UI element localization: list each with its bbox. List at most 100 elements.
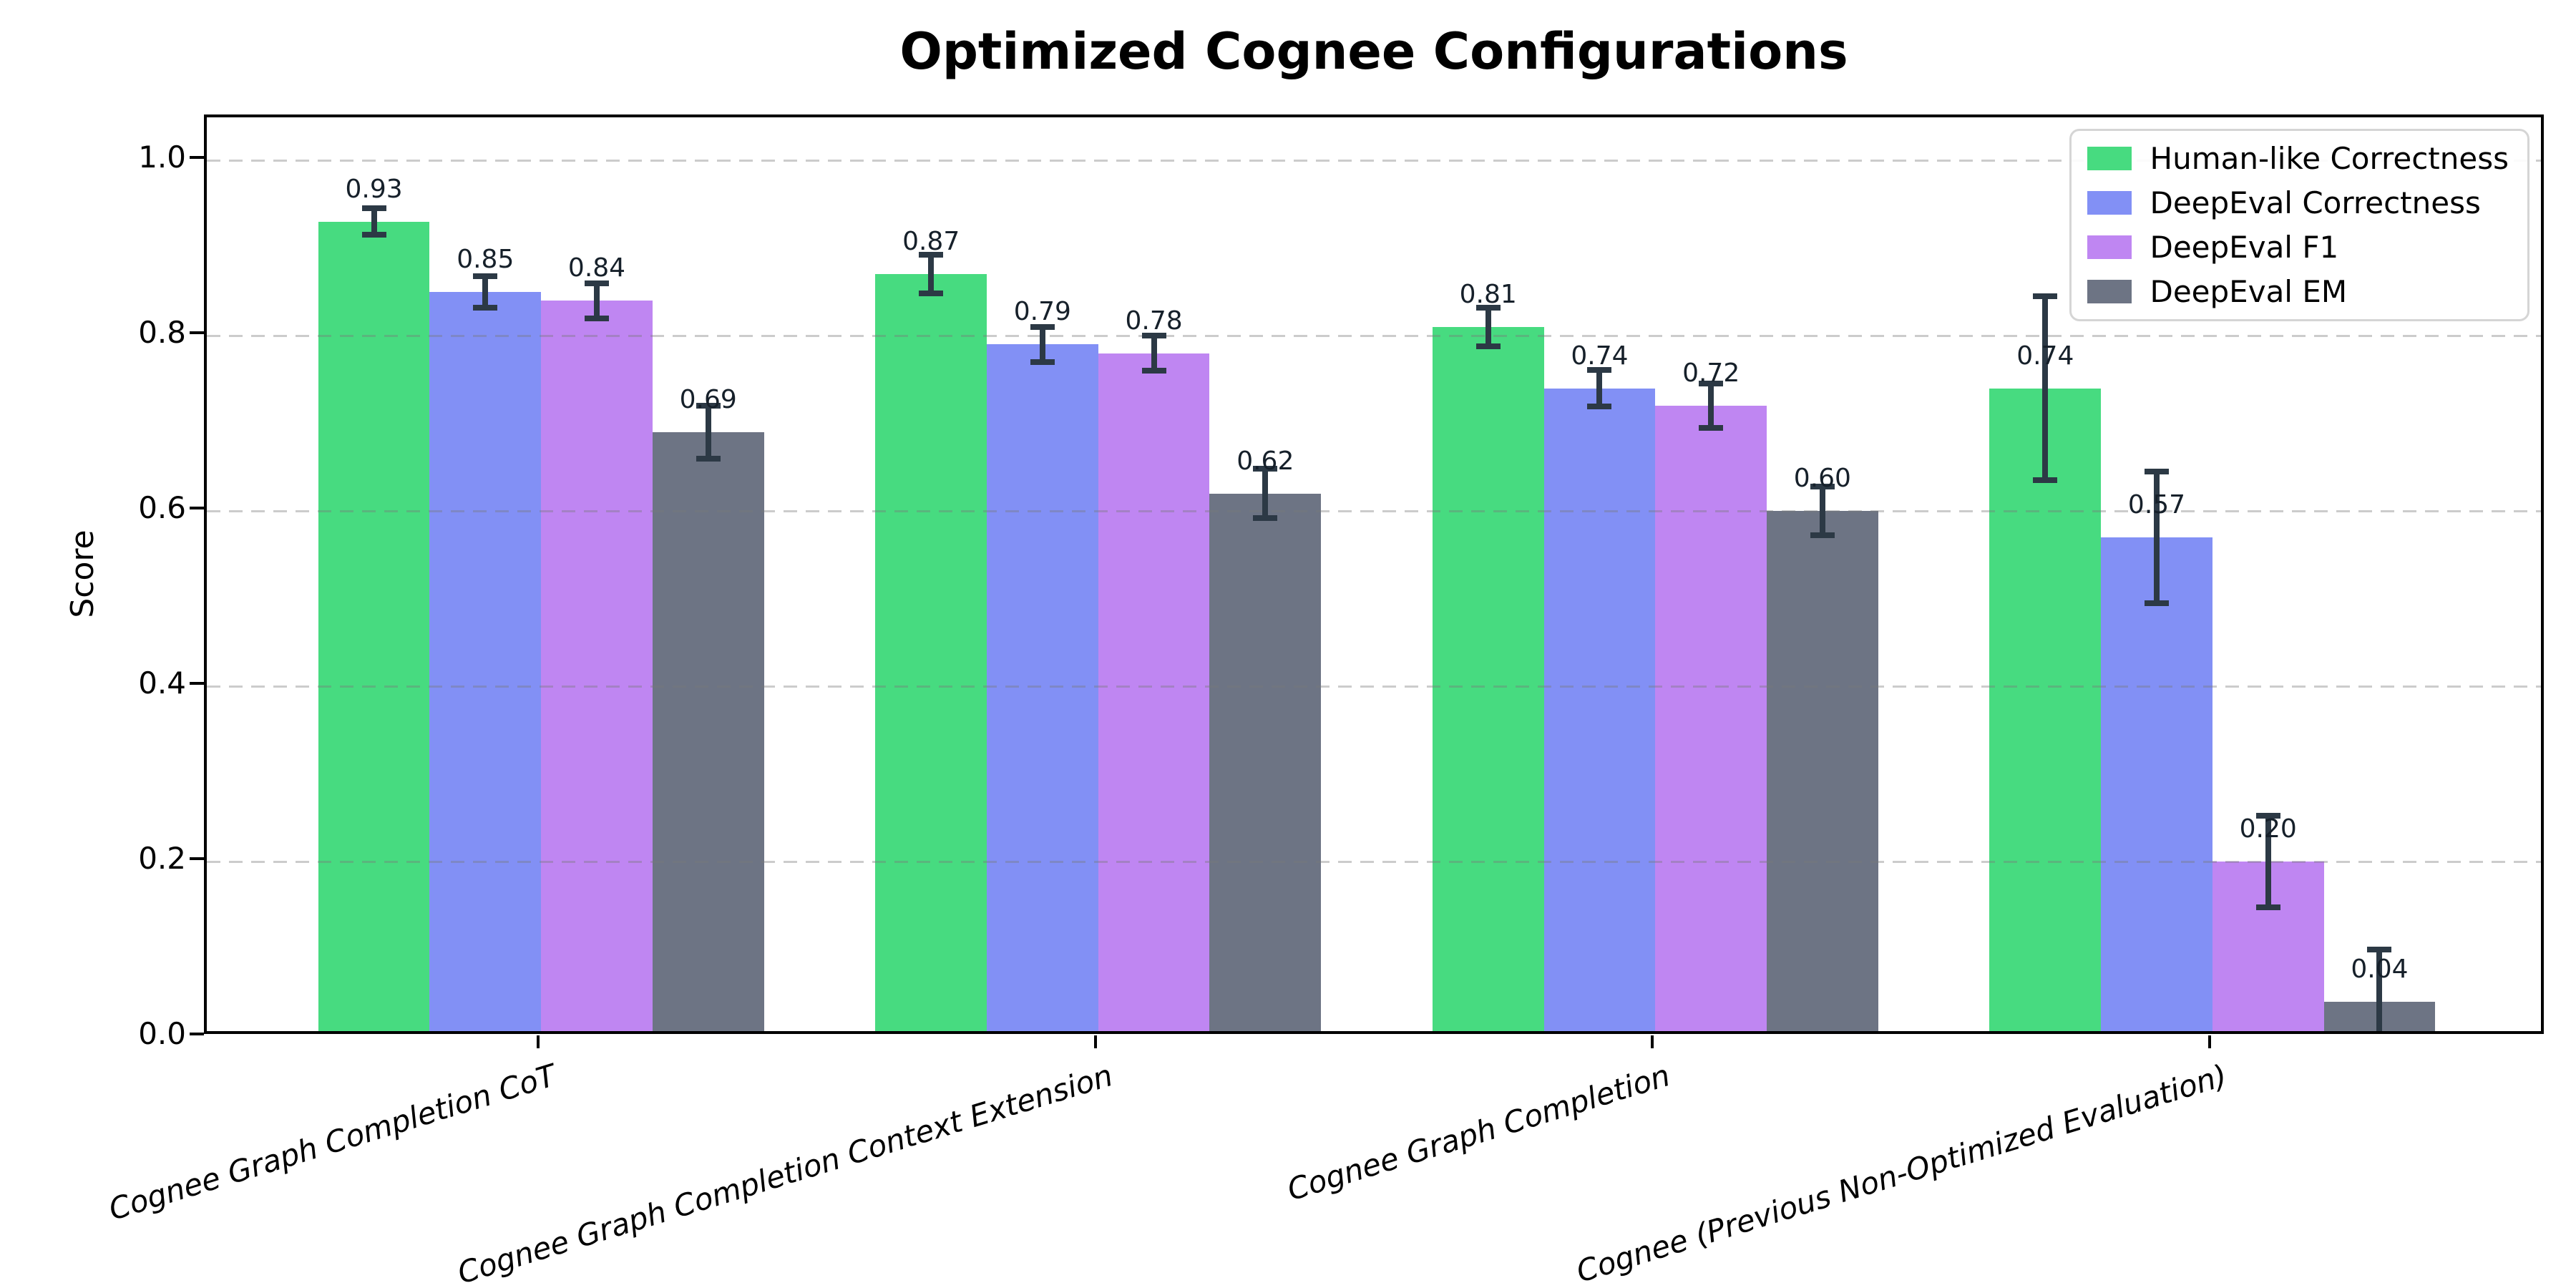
bar-series4-group1 [652,431,764,1031]
error-bar-line [928,255,935,294]
y-tick-label: 0.0 [138,1016,186,1051]
error-bar-cap-bottom [473,304,498,311]
error-bar-line [1151,336,1157,371]
bar-value-label: 0.78 [1125,306,1183,336]
legend-item: DeepEval F1 [2087,230,2509,265]
error-bar-cap-bottom [2033,477,2058,484]
bar-value-label: 0.57 [2127,489,2186,519]
bar-value-label: 0.79 [1013,297,1071,327]
legend: Human-like Correctness DeepEval Correctne… [2069,129,2529,321]
error-bar-cap-bottom [919,291,944,297]
error-bar-line [2042,296,2049,481]
y-tick-label: 0.2 [138,841,186,876]
bar-value-label: 0.62 [1236,446,1294,476]
bar-value-label: 0.20 [2239,814,2297,844]
gridline-y-1 [207,159,2541,162]
bar-value-label: 0.69 [679,384,737,414]
error-bar-cap-top [2145,468,2169,474]
x-tick-mark [1093,1035,1097,1048]
x-tick-mark [2207,1035,2211,1048]
error-bar-cap-bottom [2145,600,2169,606]
bar-value-label: 0.84 [567,253,626,283]
bar-series2-group1 [429,291,542,1031]
error-bar-line [2154,471,2160,603]
bar-series1-group1 [318,221,430,1031]
bar-series3-group3 [1655,406,1767,1031]
bar-series3-group2 [1098,353,1210,1031]
y-tick-label: 0.4 [138,665,186,701]
error-bar-line [1039,326,1045,362]
legend-item: DeepEval Correctness [2087,185,2509,220]
y-tick-mark [190,857,204,860]
legend-swatch [2087,191,2132,215]
error-bar-cap-top [1030,323,1055,330]
error-bar-cap-top [696,403,721,409]
error-bar-cap-top [1141,333,1166,338]
error-bar-line [1485,307,1491,346]
bar-value-label: 0.81 [1459,279,1517,309]
error-bar-cap-top [919,252,944,258]
error-bar-cap-top [2033,293,2058,299]
bar-value-label: 0.72 [1682,358,1740,388]
bar-value-label: 0.87 [902,227,960,257]
bar-value-label: 0.85 [457,244,514,274]
error-bar-cap-top [1699,381,1724,387]
legend-item-label: DeepEval Correctness [2150,185,2481,220]
bar-series4-group2 [1209,493,1322,1031]
error-bar-cap-bottom [1253,514,1278,521]
chart-title: Optimized Cognee Configurations [899,22,1848,81]
error-bar-cap-bottom [2255,904,2280,910]
gridline-y-0.4 [207,685,2541,688]
error-bar-cap-top [1475,304,1501,311]
error-bar-line [2376,949,2383,1031]
error-bar-cap-top [585,280,609,286]
error-bar-cap-bottom [585,315,609,321]
legend-item-label: Human-like Correctness [2150,140,2509,176]
error-bar-cap-top [1587,366,1612,373]
bar-series2-group4 [2101,537,2212,1031]
y-tick-mark [190,682,204,685]
error-bar-cap-bottom [361,232,386,238]
error-bar-line [594,283,600,318]
y-tick-mark [190,1033,204,1035]
y-tick-mark [190,331,204,334]
legend-item: DeepEval EM [2087,274,2509,309]
bar-value-label: 0.74 [2016,341,2074,371]
bar-series1-group3 [1432,326,1544,1031]
error-bar-cap-bottom [1475,343,1501,349]
y-tick-label: 0.6 [138,490,186,525]
bar-series4-group3 [1767,511,1878,1031]
y-tick-mark [190,156,204,159]
error-bar-cap-bottom [1810,532,1835,539]
y-tick-label: 1.0 [138,140,186,175]
x-category-label: Cognee Graph Completion [1283,1058,1674,1208]
legend-swatch [2087,147,2132,170]
error-bar-cap-top [1810,483,1835,489]
bar-value-label: 0.74 [1571,341,1629,371]
error-bar-line [1596,369,1603,407]
error-bar-cap-bottom [1699,424,1724,431]
y-tick-label: 0.8 [138,315,186,350]
error-bar-line [371,208,377,235]
error-bar-cap-top [2367,946,2392,952]
error-bar-cap-bottom [1141,368,1166,374]
legend-swatch [2087,280,2132,303]
x-tick-mark [537,1035,540,1048]
x-category-label: Cognee Graph Completion CoT [104,1058,560,1227]
error-bar-cap-bottom [1030,358,1055,365]
x-tick-mark [1651,1035,1654,1048]
legend-item-label: DeepEval F1 [2150,229,2339,265]
gridline-y-0.6 [207,509,2541,512]
error-bar-line [1262,469,1269,518]
gridline-y-0.2 [207,860,2541,863]
error-bar-cap-top [2255,813,2280,819]
error-bar-cap-bottom [696,455,721,462]
error-bar-cap-top [1253,466,1278,472]
error-bar-cap-top [361,205,386,212]
legend-item: Human-like Correctness [2087,141,2509,176]
legend-item-label: DeepEval EM [2150,273,2348,309]
gridline-y-0.8 [207,334,2541,337]
error-bar-line [1708,384,1714,428]
bar-value-label: 0.04 [2351,955,2409,984]
